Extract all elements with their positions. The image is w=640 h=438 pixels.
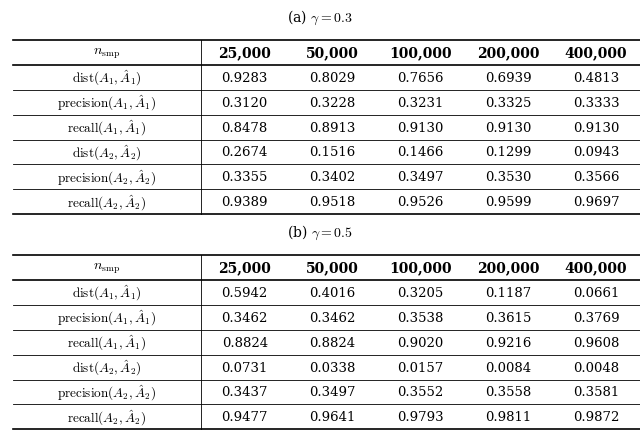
Text: 0.9811: 0.9811 [485, 410, 531, 424]
Text: 0.3205: 0.3205 [397, 286, 444, 299]
Text: 0.4813: 0.4813 [573, 72, 619, 85]
Text: 0.3769: 0.3769 [573, 311, 620, 324]
Text: 0.9283: 0.9283 [221, 72, 268, 85]
Text: 0.3228: 0.3228 [309, 96, 356, 110]
Text: 0.3552: 0.3552 [397, 385, 444, 399]
Text: $\mathrm{precision}(A_2, \hat{A}_2)$: $\mathrm{precision}(A_2, \hat{A}_2)$ [58, 382, 156, 402]
Text: 200,000: 200,000 [477, 261, 540, 275]
Text: 0.6939: 0.6939 [485, 72, 531, 85]
Text: 200,000: 200,000 [477, 46, 540, 60]
Text: 0.3558: 0.3558 [485, 385, 531, 399]
Text: 0.3462: 0.3462 [309, 311, 356, 324]
Text: $\mathrm{recall}(A_1, \hat{A}_1)$: $\mathrm{recall}(A_1, \hat{A}_1)$ [67, 118, 147, 138]
Text: 0.9793: 0.9793 [397, 410, 444, 424]
Text: 0.8824: 0.8824 [310, 336, 356, 349]
Text: 400,000: 400,000 [564, 46, 627, 60]
Text: 0.2674: 0.2674 [221, 146, 268, 159]
Text: 0.9518: 0.9518 [309, 196, 356, 209]
Text: 0.3566: 0.3566 [573, 171, 620, 184]
Text: 0.1516: 0.1516 [309, 146, 356, 159]
Text: 0.3538: 0.3538 [397, 311, 444, 324]
Text: $\mathrm{recall}(A_2, \hat{A}_2)$: $\mathrm{recall}(A_2, \hat{A}_2)$ [67, 193, 147, 212]
Text: 0.9526: 0.9526 [397, 196, 444, 209]
Text: 400,000: 400,000 [564, 261, 627, 275]
Text: $\mathrm{dist}(A_2, \hat{A}_2)$: $\mathrm{dist}(A_2, \hat{A}_2)$ [72, 143, 141, 162]
Text: $n_{\rm smp}$: $n_{\rm smp}$ [93, 46, 120, 60]
Text: $\mathrm{dist}(A_2, \hat{A}_2)$: $\mathrm{dist}(A_2, \hat{A}_2)$ [72, 357, 141, 377]
Text: $\mathrm{dist}(A_1, \hat{A}_1)$: $\mathrm{dist}(A_1, \hat{A}_1)$ [72, 283, 141, 303]
Text: $\mathrm{recall}(A_1, \hat{A}_1)$: $\mathrm{recall}(A_1, \hat{A}_1)$ [67, 333, 147, 352]
Text: 0.8824: 0.8824 [221, 336, 268, 349]
Text: 0.9130: 0.9130 [485, 121, 531, 134]
Text: 0.3497: 0.3497 [309, 385, 356, 399]
Text: 0.3615: 0.3615 [485, 311, 531, 324]
Text: 0.0943: 0.0943 [573, 146, 619, 159]
Text: $\mathrm{dist}(A_1, \hat{A}_1)$: $\mathrm{dist}(A_1, \hat{A}_1)$ [72, 68, 141, 88]
Text: 0.9130: 0.9130 [397, 121, 444, 134]
Text: 0.0661: 0.0661 [573, 286, 619, 299]
Text: 0.0157: 0.0157 [397, 361, 444, 374]
Text: 0.0731: 0.0731 [221, 361, 268, 374]
Text: 0.3402: 0.3402 [309, 171, 356, 184]
Text: 0.3231: 0.3231 [397, 96, 444, 110]
Text: 0.8478: 0.8478 [221, 121, 268, 134]
Text: 0.1299: 0.1299 [485, 146, 531, 159]
Text: 0.9872: 0.9872 [573, 410, 619, 424]
Text: 0.3355: 0.3355 [221, 171, 268, 184]
Text: 0.9389: 0.9389 [221, 196, 268, 209]
Text: 0.9697: 0.9697 [573, 196, 620, 209]
Text: 0.0338: 0.0338 [309, 361, 356, 374]
Text: 25,000: 25,000 [218, 46, 271, 60]
Text: 0.4016: 0.4016 [309, 286, 356, 299]
Text: 100,000: 100,000 [389, 261, 452, 275]
Text: $n_{\rm smp}$: $n_{\rm smp}$ [93, 261, 120, 275]
Text: 0.5942: 0.5942 [221, 286, 268, 299]
Text: 0.3120: 0.3120 [221, 96, 268, 110]
Text: $\mathrm{precision}(A_1, \hat{A}_1)$: $\mathrm{precision}(A_1, \hat{A}_1)$ [58, 308, 156, 327]
Text: (a) $\gamma = 0.3$: (a) $\gamma = 0.3$ [287, 9, 353, 27]
Text: 0.1466: 0.1466 [397, 146, 444, 159]
Text: 100,000: 100,000 [389, 46, 452, 60]
Text: 0.9641: 0.9641 [309, 410, 356, 424]
Text: 0.8029: 0.8029 [309, 72, 356, 85]
Text: 0.9020: 0.9020 [397, 336, 444, 349]
Text: 0.9599: 0.9599 [485, 196, 531, 209]
Text: 0.7656: 0.7656 [397, 72, 444, 85]
Text: 0.3437: 0.3437 [221, 385, 268, 399]
Text: 0.9608: 0.9608 [573, 336, 619, 349]
Text: 0.9216: 0.9216 [485, 336, 531, 349]
Text: 25,000: 25,000 [218, 261, 271, 275]
Text: $\mathrm{precision}(A_2, \hat{A}_2)$: $\mathrm{precision}(A_2, \hat{A}_2)$ [58, 168, 156, 187]
Text: $\mathrm{recall}(A_2, \hat{A}_2)$: $\mathrm{recall}(A_2, \hat{A}_2)$ [67, 407, 147, 427]
Text: 0.3530: 0.3530 [485, 171, 531, 184]
Text: 0.3325: 0.3325 [485, 96, 531, 110]
Text: 0.3581: 0.3581 [573, 385, 619, 399]
Text: 0.8913: 0.8913 [309, 121, 356, 134]
Text: 0.0048: 0.0048 [573, 361, 619, 374]
Text: 0.3497: 0.3497 [397, 171, 444, 184]
Text: (b) $\gamma = 0.5$: (b) $\gamma = 0.5$ [287, 223, 353, 241]
Text: 0.9477: 0.9477 [221, 410, 268, 424]
Text: 50,000: 50,000 [306, 261, 359, 275]
Text: 0.1187: 0.1187 [485, 286, 531, 299]
Text: 50,000: 50,000 [306, 46, 359, 60]
Text: 0.3333: 0.3333 [573, 96, 620, 110]
Text: $\mathrm{precision}(A_1, \hat{A}_1)$: $\mathrm{precision}(A_1, \hat{A}_1)$ [58, 93, 156, 113]
Text: 0.0084: 0.0084 [485, 361, 531, 374]
Text: 0.3462: 0.3462 [221, 311, 268, 324]
Text: 0.9130: 0.9130 [573, 121, 619, 134]
